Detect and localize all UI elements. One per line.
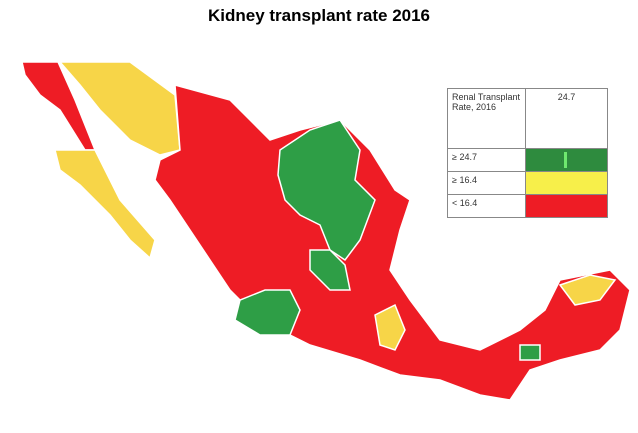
legend-header-value: 24.7 [557, 92, 576, 102]
legend: Renal Transplant Rate, 2016 24.7 ≥ 24.7 ≥… [447, 88, 608, 218]
region [234, 289, 301, 336]
legend-swatch [526, 149, 607, 171]
region [58, 61, 181, 156]
legend-swatch [526, 195, 607, 217]
region [519, 344, 541, 361]
legend-row: ≥ 24.7 [448, 148, 607, 171]
region [277, 119, 376, 262]
legend-label: ≥ 16.4 [448, 172, 526, 194]
region [54, 149, 156, 260]
legend-header-label: Renal Transplant Rate, 2016 [448, 89, 526, 148]
title: Kidney transplant rate 2016 [207, 6, 431, 25]
region [309, 249, 351, 291]
legend-row: < 16.4 [448, 194, 607, 217]
legend-label: ≥ 24.7 [448, 149, 526, 171]
legend-marker [564, 152, 567, 168]
legend-swatch [526, 172, 607, 194]
region [374, 303, 406, 351]
map-regions [21, 61, 631, 401]
legend-row: ≥ 16.4 [448, 171, 607, 194]
region [558, 274, 617, 306]
legend-header: Renal Transplant Rate, 2016 24.7 [448, 89, 607, 148]
legend-label: < 16.4 [448, 195, 526, 217]
